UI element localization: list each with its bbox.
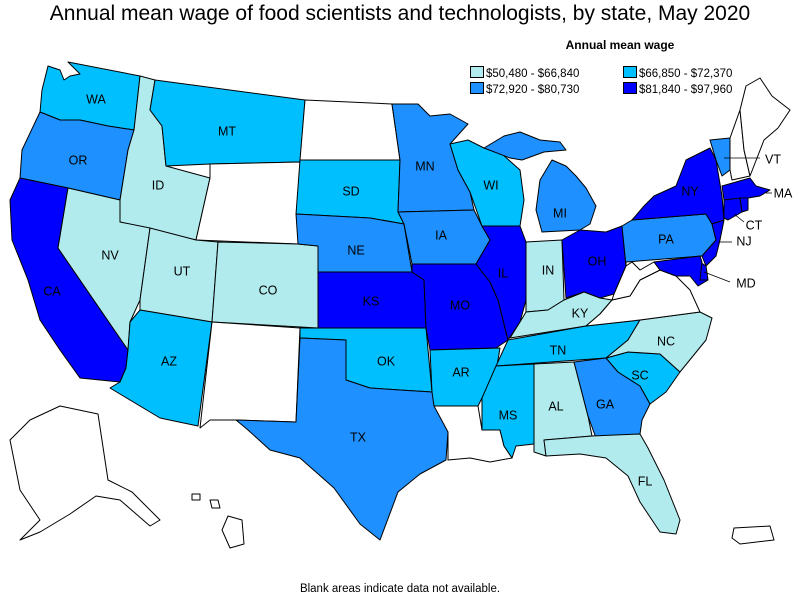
page-title: Annual mean wage of food scientists and …	[49, 2, 751, 25]
state-label-ne: NE	[347, 243, 364, 257]
state-ar[interactable]	[429, 347, 501, 407]
legend-swatch	[470, 82, 484, 94]
state-ny[interactable]	[631, 147, 725, 225]
legend-label: $66,850 - $72,370	[639, 68, 733, 80]
state-label-pa: PA	[658, 232, 674, 246]
state-label-co: CO	[259, 283, 278, 297]
state-label-ma: MA	[774, 186, 793, 200]
state-label-wa: WA	[86, 92, 106, 106]
state-nj[interactable]	[701, 219, 725, 267]
state-pr[interactable]	[731, 525, 775, 545]
legend-label: $81,840 - $97,960	[639, 84, 733, 96]
state-label-ut: UT	[174, 264, 191, 278]
legend-title: Annual mean wage	[565, 38, 675, 52]
state-label-ky: KY	[572, 306, 589, 320]
leader-line-md	[703, 271, 731, 283]
state-label-il: IL	[498, 266, 508, 280]
state-label-vt: VT	[765, 152, 781, 166]
state-nd[interactable]	[299, 99, 401, 161]
state-label-ca: CA	[43, 284, 61, 298]
state-wi[interactable]	[449, 139, 525, 227]
legend-item: $72,920 - $80,730	[470, 82, 579, 96]
state-ri[interactable]	[739, 197, 749, 213]
state-mi-upper[interactable]	[483, 131, 567, 161]
legend-swatch	[623, 82, 637, 94]
state-tx[interactable]	[235, 337, 449, 541]
state-label-wi: WI	[483, 178, 498, 192]
legend-item: $50,480 - $66,840	[470, 66, 579, 80]
state-ak[interactable]	[9, 405, 161, 541]
state-me[interactable]	[739, 77, 791, 177]
state-label-ny: NY	[681, 184, 699, 198]
state-label-ia: IA	[435, 228, 447, 242]
state-label-sc: SC	[631, 368, 648, 382]
state-label-ok: OK	[377, 354, 396, 368]
state-label-mi: MI	[553, 206, 567, 220]
state-ct[interactable]	[723, 197, 743, 221]
state-nc[interactable]	[605, 311, 713, 373]
state-label-al: AL	[548, 399, 563, 413]
state-vt[interactable]	[709, 137, 731, 177]
state-label-ga: GA	[596, 397, 615, 411]
state-label-az: AZ	[161, 354, 177, 368]
state-mi[interactable]	[535, 159, 597, 233]
legend-item: $66,850 - $72,370	[623, 66, 732, 80]
state-label-ks: KS	[363, 294, 380, 308]
legend: Annual mean wage $50,480 - $66,840 $66,8…	[470, 38, 790, 98]
state-label-id: ID	[152, 178, 165, 192]
state-wv[interactable]	[611, 261, 661, 301]
state-label-ct: CT	[746, 218, 763, 232]
state-wy[interactable]	[195, 161, 301, 245]
state-label-mo: MO	[450, 298, 470, 312]
state-ky[interactable]	[509, 291, 613, 339]
footnote: Blank areas indicate data not available.	[299, 583, 501, 595]
legend-swatch	[470, 66, 484, 78]
state-md[interactable]	[653, 255, 709, 287]
state-label-mn: MN	[415, 159, 434, 173]
state-label-mt: MT	[218, 124, 236, 138]
state-nm[interactable]	[199, 321, 301, 429]
state-label-ar: AR	[452, 365, 469, 379]
state-hi[interactable]	[191, 493, 245, 549]
state-label-nv: NV	[101, 248, 119, 262]
state-ma[interactable]	[721, 177, 771, 201]
state-label-or: OR	[69, 153, 88, 167]
legend-swatch	[623, 66, 637, 78]
state-label-ms: MS	[499, 408, 518, 422]
state-label-sd: SD	[342, 184, 359, 198]
state-mt[interactable]	[149, 79, 306, 167]
state-label-fl: FL	[638, 474, 653, 488]
state-label-in: IN	[542, 263, 555, 277]
state-label-tn: TN	[550, 343, 567, 357]
legend-label: $72,920 - $80,730	[486, 84, 580, 96]
state-fl[interactable]	[543, 433, 681, 535]
legend-item: $81,840 - $97,960	[623, 82, 732, 96]
state-label-nc: NC	[657, 334, 675, 348]
state-label-md: MD	[736, 276, 755, 290]
legend-label: $50,480 - $66,840	[486, 68, 580, 80]
state-label-oh: OH	[588, 254, 607, 268]
state-label-tx: TX	[350, 430, 367, 444]
state-az[interactable]	[109, 309, 213, 427]
state-label-nj: NJ	[736, 234, 751, 248]
leader-line-ct	[733, 213, 745, 223]
